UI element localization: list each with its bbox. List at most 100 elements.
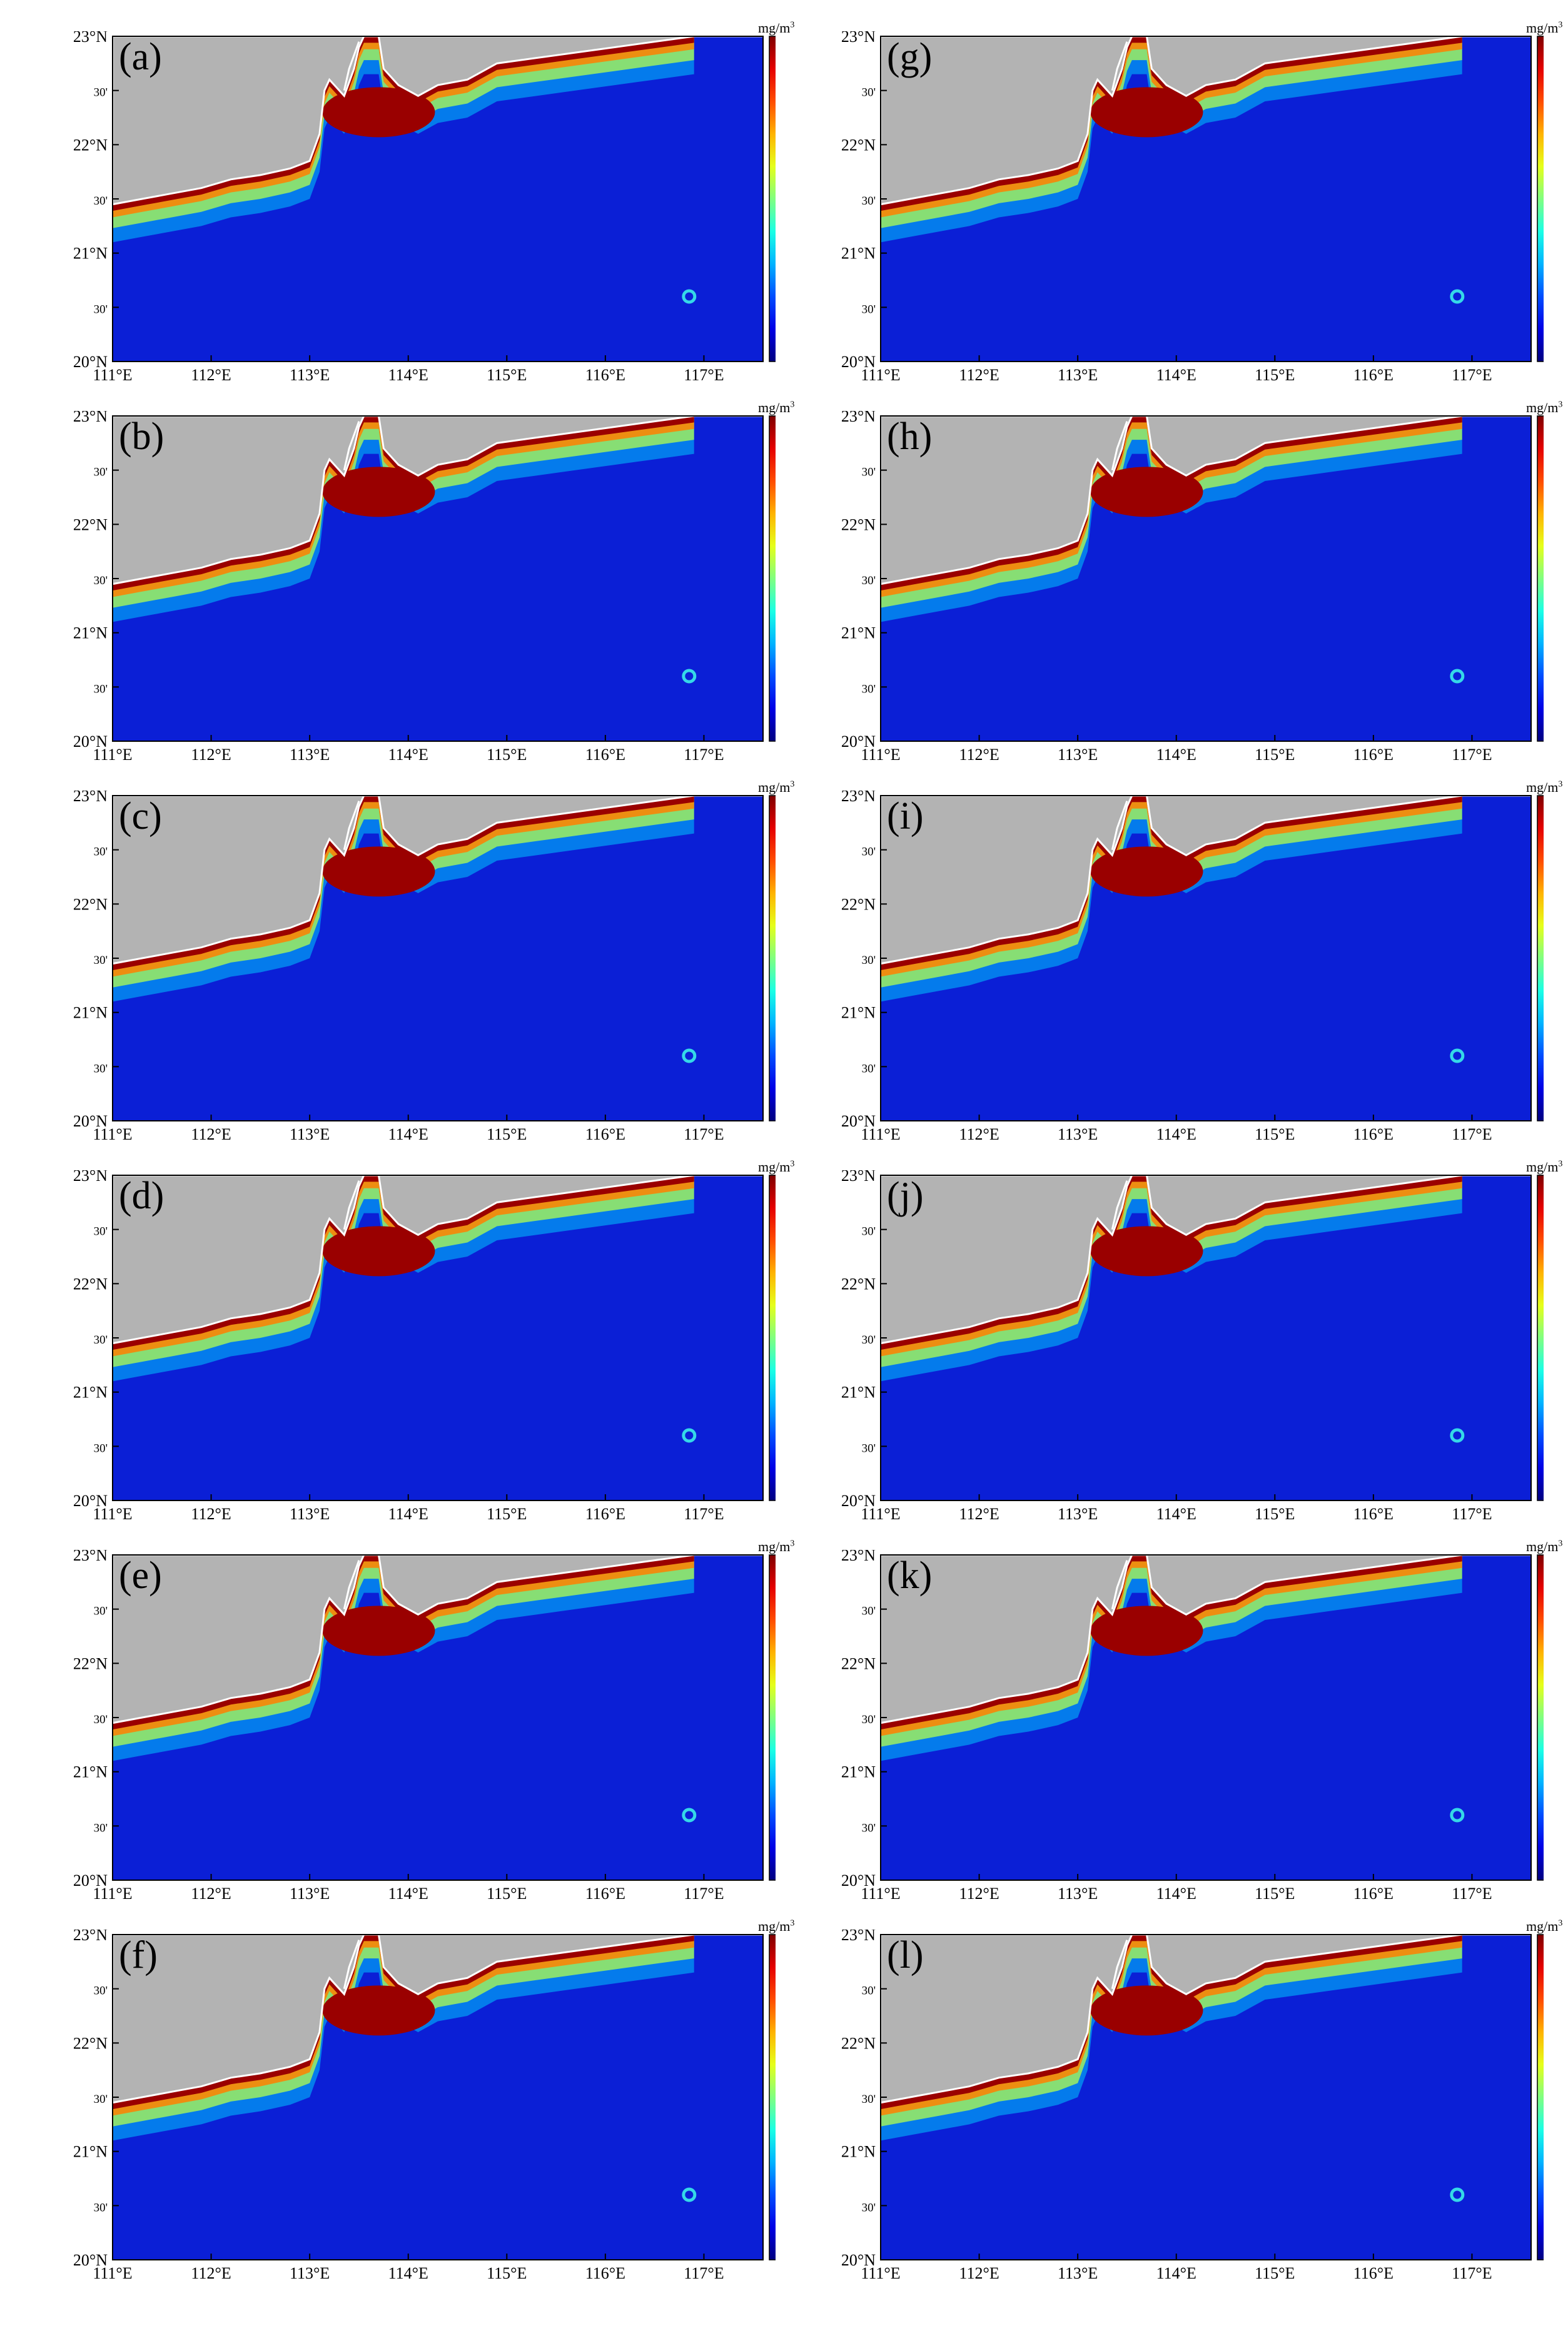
lat-tick-label: 22°N bbox=[73, 136, 108, 154]
colorbar-unit-exponent: 3 bbox=[790, 1159, 795, 1169]
lon-tick-label: 114°E bbox=[1156, 1125, 1196, 1143]
offshore-feature bbox=[1450, 289, 1465, 304]
lat-tick-label: 22°N bbox=[73, 1654, 108, 1673]
lon-tick-label: 111°E bbox=[93, 2264, 132, 2282]
lon-tick-label: 117°E bbox=[1452, 2264, 1492, 2282]
estuary-plume bbox=[322, 467, 435, 517]
lat-tick-label: 20°N bbox=[841, 732, 876, 751]
colorbar-unit-exponent: 3 bbox=[790, 1918, 795, 1928]
land-mask bbox=[881, 1935, 1531, 2104]
river-line bbox=[343, 1940, 360, 1989]
lon-tick-label: 117°E bbox=[1452, 1125, 1492, 1143]
colorbar-unit: mg/m3 bbox=[758, 1159, 794, 1175]
estuary-plume bbox=[322, 1985, 435, 2036]
colorbar-unit: mg/m3 bbox=[758, 779, 794, 796]
lat-tick-label: 23°N bbox=[73, 31, 108, 46]
lon-tick-label: 114°E bbox=[1156, 1505, 1196, 1523]
lat-tick-label: 23°N bbox=[73, 791, 108, 805]
lon-tick-label: 112°E bbox=[959, 746, 999, 764]
lat-tick-label: 23°N bbox=[841, 1930, 876, 1944]
lat-tick-label: 30' bbox=[862, 303, 876, 316]
lon-tick-label: 117°E bbox=[684, 746, 724, 764]
lat-tick-label: 30' bbox=[862, 574, 876, 587]
colorbar-unit-text: mg/m bbox=[758, 1159, 791, 1175]
colorbar-unit-exponent: 3 bbox=[1558, 1159, 1563, 1169]
lon-tick-label: 111°E bbox=[861, 2264, 900, 2282]
lat-tick-label: 30' bbox=[94, 1225, 108, 1238]
lat-tick-label: 20°N bbox=[73, 1112, 108, 1130]
river-line bbox=[1111, 41, 1128, 91]
land-mask bbox=[881, 796, 1531, 965]
lat-tick-label: 20°N bbox=[73, 732, 108, 751]
colorbar-unit-text: mg/m bbox=[758, 20, 791, 36]
lon-tick-label: 115°E bbox=[487, 1125, 527, 1143]
lon-tick-label: 114°E bbox=[388, 1505, 428, 1523]
lon-tick-label: 113°E bbox=[1058, 746, 1098, 764]
colorbar-unit: mg/m3 bbox=[758, 1539, 794, 1555]
colorbar-unit-exponent: 3 bbox=[790, 400, 795, 410]
lat-tick-label: 30' bbox=[94, 2093, 108, 2106]
colorbar-unit-text: mg/m bbox=[1526, 1539, 1559, 1554]
lon-tick-label: 112°E bbox=[191, 1885, 231, 1903]
map-panel-f: 111°E 112°E 113°E 114°E 115°E 116°E 117°E 23°N 3… bbox=[25, 1918, 795, 2305]
lat-tick-label: 23°N bbox=[73, 411, 108, 425]
lon-tick-label: 115°E bbox=[487, 2264, 527, 2282]
lon-tick-label: 115°E bbox=[1255, 2264, 1295, 2282]
lon-tick-label: 116°E bbox=[1353, 366, 1393, 384]
lat-tick-label: 22°N bbox=[841, 2034, 876, 2052]
lon-tick-label: 115°E bbox=[487, 366, 527, 384]
estuary-plume bbox=[1090, 1606, 1203, 1656]
river-line bbox=[343, 1180, 360, 1230]
lat-tick-label: 21°N bbox=[841, 624, 876, 642]
lon-tick-label: 115°E bbox=[487, 746, 527, 764]
offshore-feature bbox=[682, 669, 697, 684]
offshore-feature bbox=[682, 289, 697, 304]
lon-tick-label: 111°E bbox=[93, 1885, 132, 1903]
lon-tick-label: 113°E bbox=[290, 746, 330, 764]
river-line bbox=[1111, 1180, 1128, 1230]
estuary-plume bbox=[322, 846, 435, 897]
lon-tick-label: 117°E bbox=[684, 2264, 724, 2282]
colorbar-unit: mg/m3 bbox=[1526, 20, 1562, 36]
map-svg-b: 111°E 112°E 113°E 114°E 115°E 116°E 117°E 23°N 3… bbox=[73, 411, 776, 764]
lat-tick-label: 23°N bbox=[73, 1170, 108, 1185]
lat-tick-label: 30' bbox=[862, 682, 876, 696]
lat-tick-label: 30' bbox=[862, 1334, 876, 1347]
lat-tick-label: 23°N bbox=[841, 1550, 876, 1564]
lon-tick-label: 111°E bbox=[861, 746, 900, 764]
lat-tick-label: 30' bbox=[862, 86, 876, 99]
panel-label: (l) bbox=[887, 1934, 924, 1976]
lon-tick-label: 113°E bbox=[290, 1125, 330, 1143]
lon-tick-label: 113°E bbox=[290, 1505, 330, 1523]
colorbar-unit: mg/m3 bbox=[1526, 1539, 1562, 1555]
lat-tick-label: 30' bbox=[862, 1713, 876, 1726]
lat-tick-label: 22°N bbox=[841, 895, 876, 913]
panel-label: (k) bbox=[887, 1554, 933, 1597]
lon-tick-label: 114°E bbox=[388, 366, 428, 384]
map-svg-g: 111°E 112°E 113°E 114°E 115°E 116°E 117°E 23°N 3… bbox=[841, 31, 1544, 384]
lat-tick-label: 23°N bbox=[841, 411, 876, 425]
lon-tick-label: 111°E bbox=[93, 1505, 132, 1523]
map-panel-g: 111°E 112°E 113°E 114°E 115°E 116°E 117°E 23°N 3… bbox=[793, 20, 1563, 407]
lat-tick-label: 20°N bbox=[841, 2251, 876, 2269]
lat-tick-label: 20°N bbox=[841, 353, 876, 371]
estuary-plume bbox=[1090, 1226, 1203, 1277]
panel-label: (b) bbox=[119, 415, 164, 458]
colorbar-unit-text: mg/m bbox=[758, 1918, 791, 1934]
map-svg-j: 111°E 112°E 113°E 114°E 115°E 116°E 117°E 23°N 3… bbox=[841, 1170, 1544, 1523]
lon-tick-label: 112°E bbox=[191, 1505, 231, 1523]
lon-tick-label: 115°E bbox=[1255, 1125, 1295, 1143]
lon-tick-label: 115°E bbox=[1255, 366, 1295, 384]
colorbar bbox=[769, 1934, 776, 2260]
lat-tick-label: 20°N bbox=[73, 2251, 108, 2269]
lon-tick-label: 113°E bbox=[290, 2264, 330, 2282]
lon-tick-label: 116°E bbox=[1353, 2264, 1393, 2282]
offshore-feature bbox=[1450, 669, 1465, 684]
lon-tick-label: 113°E bbox=[1058, 366, 1098, 384]
colorbar bbox=[769, 795, 776, 1121]
lat-tick-label: 21°N bbox=[841, 1004, 876, 1022]
river-line bbox=[1111, 1940, 1128, 1989]
colorbar-unit-exponent: 3 bbox=[1558, 1918, 1563, 1928]
colorbar-unit: mg/m3 bbox=[758, 1918, 794, 1935]
map-panel-k: 111°E 112°E 113°E 114°E 115°E 116°E 117°E 23°N 3… bbox=[793, 1539, 1563, 1925]
